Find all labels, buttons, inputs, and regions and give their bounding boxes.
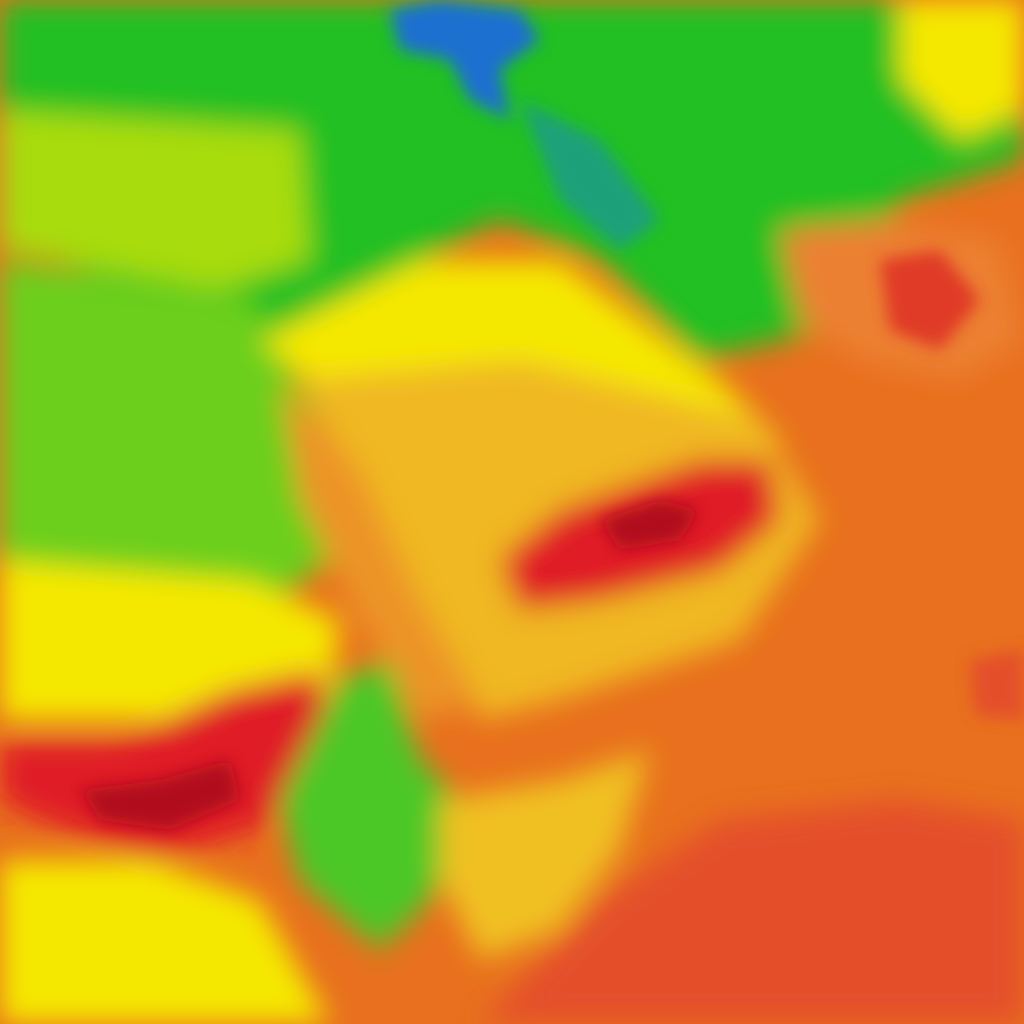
sahel-red-hotspot <box>0 670 330 860</box>
red-sea-orange <box>280 380 480 720</box>
somalia-yellow <box>440 750 650 960</box>
teal-zone <box>520 100 660 250</box>
iran-red-patch <box>880 250 980 350</box>
northeast-yellow <box>900 0 1024 140</box>
cold-blue-patch <box>390 0 540 120</box>
mediterranean-yellowgreen <box>0 110 310 290</box>
southern-ocean-warm <box>480 800 1024 1024</box>
sahara-yellow-band <box>0 560 340 720</box>
sahara-green <box>0 260 330 620</box>
arabia-dark-red-core <box>600 500 700 550</box>
ocean-red-patch <box>970 650 1024 720</box>
ethiopian-highlands-green <box>280 660 470 950</box>
africa-lower-yellow <box>0 860 330 1024</box>
sahel-dark-red-core <box>80 760 240 830</box>
